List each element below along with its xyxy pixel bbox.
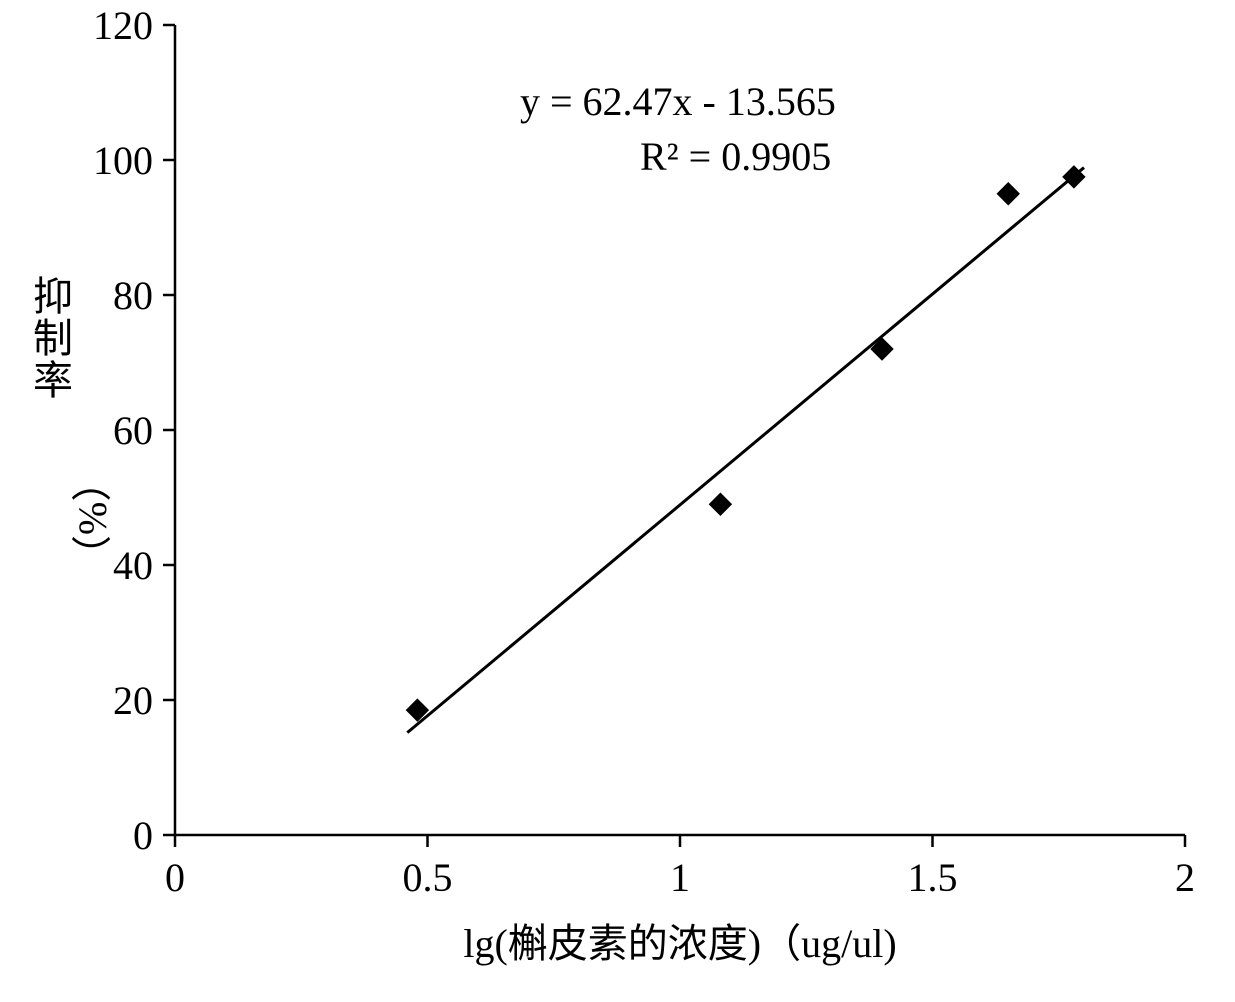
x-axis-label: lg(槲皮素的浓度)（ug/ul) — [463, 921, 896, 966]
x-tick-label: 1.5 — [908, 855, 958, 900]
y-axis-label: 抑制率 — [20, 275, 78, 401]
x-tick-label: 0.5 — [403, 855, 453, 900]
y-tick-label: 20 — [113, 678, 153, 723]
y-tick-label: 80 — [113, 273, 153, 318]
y-tick-label: 100 — [93, 138, 153, 183]
y-axis-label-unit: （%） — [60, 462, 118, 575]
y-tick-label: 40 — [113, 543, 153, 588]
plot-background — [0, 0, 1235, 1002]
chart-container: 0 20 40 60 80 100 120 0 0.5 1 1.5 2 lg(槲皮素的浓度)（ug/ul… — [0, 0, 1235, 1002]
x-tick-label: 2 — [1175, 855, 1195, 900]
y-tick-label: 60 — [113, 408, 153, 453]
r-squared-annotation: R² = 0.9905 — [640, 134, 831, 179]
x-tick-label: 0 — [165, 855, 185, 900]
x-tick-label: 1 — [670, 855, 690, 900]
y-tick-label: 120 — [93, 3, 153, 48]
equation-annotation: y = 62.47x - 13.565 — [520, 79, 836, 124]
chart-svg: 0 20 40 60 80 100 120 0 0.5 1 1.5 2 lg(槲皮素的浓度)（ug/ul… — [0, 0, 1235, 1002]
y-tick-label: 0 — [133, 813, 153, 858]
